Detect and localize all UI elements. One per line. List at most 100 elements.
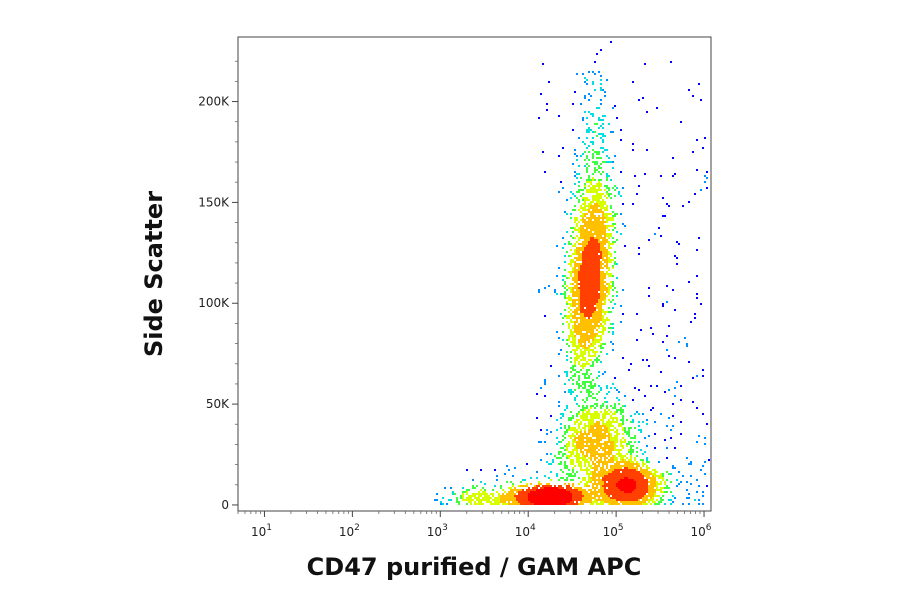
density-point bbox=[586, 461, 588, 463]
density-point bbox=[618, 409, 620, 411]
density-point bbox=[598, 477, 600, 479]
density-point bbox=[604, 319, 606, 321]
density-point bbox=[598, 309, 600, 311]
density-point bbox=[610, 233, 612, 235]
density-point bbox=[600, 185, 602, 187]
density-point bbox=[612, 459, 614, 461]
density-point bbox=[610, 501, 612, 503]
density-point bbox=[622, 495, 624, 497]
density-point bbox=[596, 243, 598, 245]
density-point bbox=[520, 497, 522, 499]
density-point bbox=[630, 487, 632, 489]
density-point bbox=[620, 481, 622, 483]
density-point bbox=[480, 495, 482, 497]
density-point bbox=[502, 495, 504, 497]
density-point bbox=[468, 501, 470, 503]
density-point bbox=[482, 491, 484, 493]
density-point bbox=[578, 181, 580, 183]
density-point bbox=[644, 485, 646, 487]
density-point bbox=[616, 419, 618, 421]
density-point bbox=[590, 365, 592, 367]
density-point bbox=[610, 247, 612, 249]
density-point bbox=[664, 215, 666, 217]
density-point bbox=[600, 425, 602, 427]
density-point bbox=[650, 477, 652, 479]
density-point bbox=[584, 213, 586, 215]
density-point bbox=[658, 489, 660, 491]
density-point bbox=[624, 461, 626, 463]
density-point bbox=[584, 265, 586, 267]
density-point bbox=[634, 463, 636, 465]
density-point bbox=[594, 205, 596, 207]
density-point bbox=[626, 491, 628, 493]
density-point bbox=[622, 493, 624, 495]
density-point bbox=[588, 241, 590, 243]
density-point bbox=[580, 285, 582, 287]
density-point bbox=[494, 499, 496, 501]
density-point bbox=[588, 485, 590, 487]
density-point bbox=[600, 299, 602, 301]
density-point bbox=[582, 339, 584, 341]
density-point bbox=[642, 491, 644, 493]
density-point bbox=[600, 471, 602, 473]
density-point bbox=[584, 337, 586, 339]
density-point bbox=[582, 229, 584, 231]
density-point bbox=[620, 461, 622, 463]
density-point bbox=[566, 457, 568, 459]
density-point bbox=[612, 259, 614, 261]
density-point bbox=[604, 237, 606, 239]
density-point bbox=[592, 195, 594, 197]
density-point bbox=[580, 329, 582, 331]
density-point bbox=[514, 495, 516, 497]
density-point bbox=[620, 487, 622, 489]
density-point bbox=[598, 415, 600, 417]
density-point bbox=[630, 415, 632, 417]
density-point bbox=[492, 489, 494, 491]
density-point bbox=[536, 491, 538, 493]
density-point bbox=[630, 437, 632, 439]
density-point bbox=[576, 217, 578, 219]
density-point bbox=[574, 311, 576, 313]
density-point bbox=[598, 247, 600, 249]
density-point bbox=[606, 435, 608, 437]
density-point bbox=[644, 451, 646, 453]
density-point bbox=[648, 239, 650, 241]
density-point bbox=[592, 279, 594, 281]
density-point bbox=[610, 459, 612, 461]
density-point bbox=[582, 291, 584, 293]
density-point bbox=[572, 483, 574, 485]
density-point bbox=[624, 469, 626, 471]
density-point bbox=[582, 405, 584, 407]
density-point bbox=[594, 321, 596, 323]
density-point bbox=[626, 467, 628, 469]
density-point bbox=[490, 503, 492, 505]
density-point bbox=[574, 363, 576, 365]
density-point bbox=[584, 339, 586, 341]
density-point bbox=[600, 233, 602, 235]
density-point bbox=[594, 411, 596, 413]
density-point bbox=[566, 499, 568, 501]
density-point bbox=[464, 499, 466, 501]
density-point bbox=[496, 499, 498, 501]
density-point bbox=[590, 315, 592, 317]
density-point bbox=[646, 497, 648, 499]
density-point bbox=[600, 203, 602, 205]
density-point bbox=[666, 301, 668, 303]
density-point bbox=[608, 319, 610, 321]
density-point bbox=[464, 491, 466, 493]
density-point bbox=[580, 345, 582, 347]
density-point bbox=[588, 495, 590, 497]
density-point bbox=[616, 493, 618, 495]
density-point bbox=[624, 487, 626, 489]
density-point bbox=[604, 321, 606, 323]
density-point bbox=[542, 63, 544, 65]
density-point bbox=[626, 473, 628, 475]
density-point bbox=[600, 293, 602, 295]
density-point bbox=[496, 491, 498, 493]
density-point bbox=[608, 241, 610, 243]
density-point bbox=[582, 365, 584, 367]
density-point bbox=[588, 451, 590, 453]
density-point bbox=[528, 499, 530, 501]
density-point bbox=[602, 171, 604, 173]
density-point bbox=[696, 293, 698, 295]
